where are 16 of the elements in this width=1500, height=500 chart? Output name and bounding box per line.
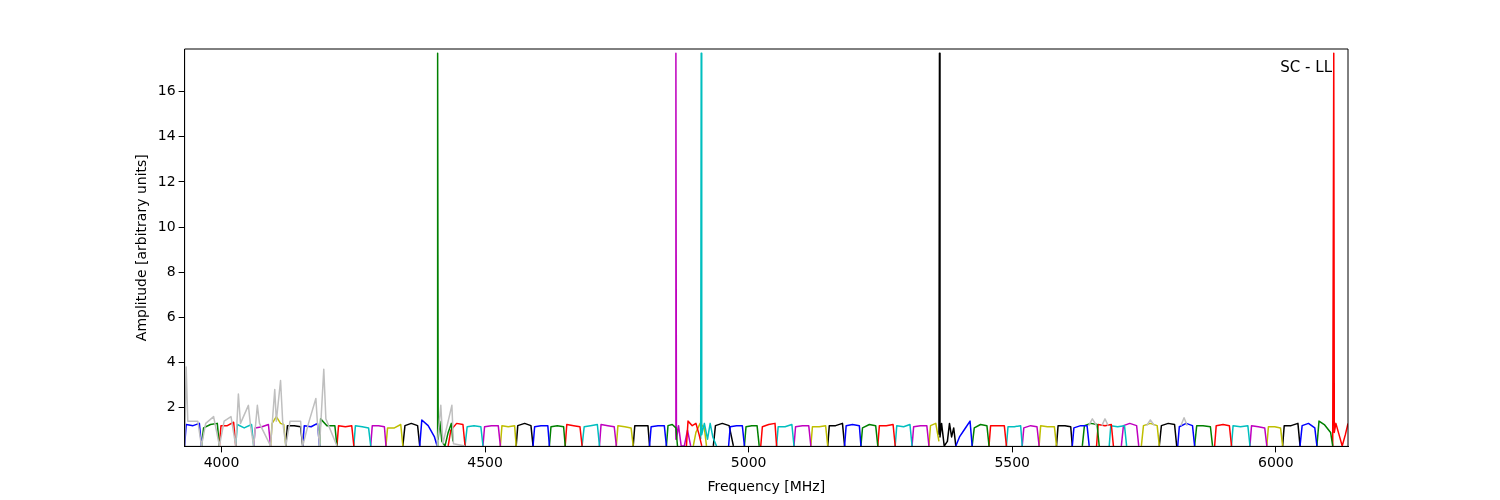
y-tick-label: 6 — [166, 307, 176, 324]
y-tick-label: 14 — [157, 127, 176, 144]
y-tick-label: 4 — [166, 353, 176, 370]
y-tick-label: 12 — [157, 172, 176, 189]
y-tick-label: 2 — [166, 398, 176, 415]
x-tick-label: 5000 — [730, 454, 767, 471]
y-tick-label: 8 — [166, 262, 176, 279]
y-tick-label: 10 — [157, 217, 176, 234]
y-tick-label: 16 — [157, 82, 176, 99]
x-tick-label: 5500 — [994, 454, 1031, 471]
y-axis-title: Amplitude [arbitrary units] — [133, 154, 150, 342]
x-tick-label: 6000 — [1257, 454, 1294, 471]
x-tick-label: 4000 — [203, 454, 240, 471]
x-tick-label: 4500 — [467, 454, 503, 471]
x-axis-title: Frequency [MHz] — [707, 478, 826, 495]
annotation: SC - LL — [1280, 58, 1333, 77]
